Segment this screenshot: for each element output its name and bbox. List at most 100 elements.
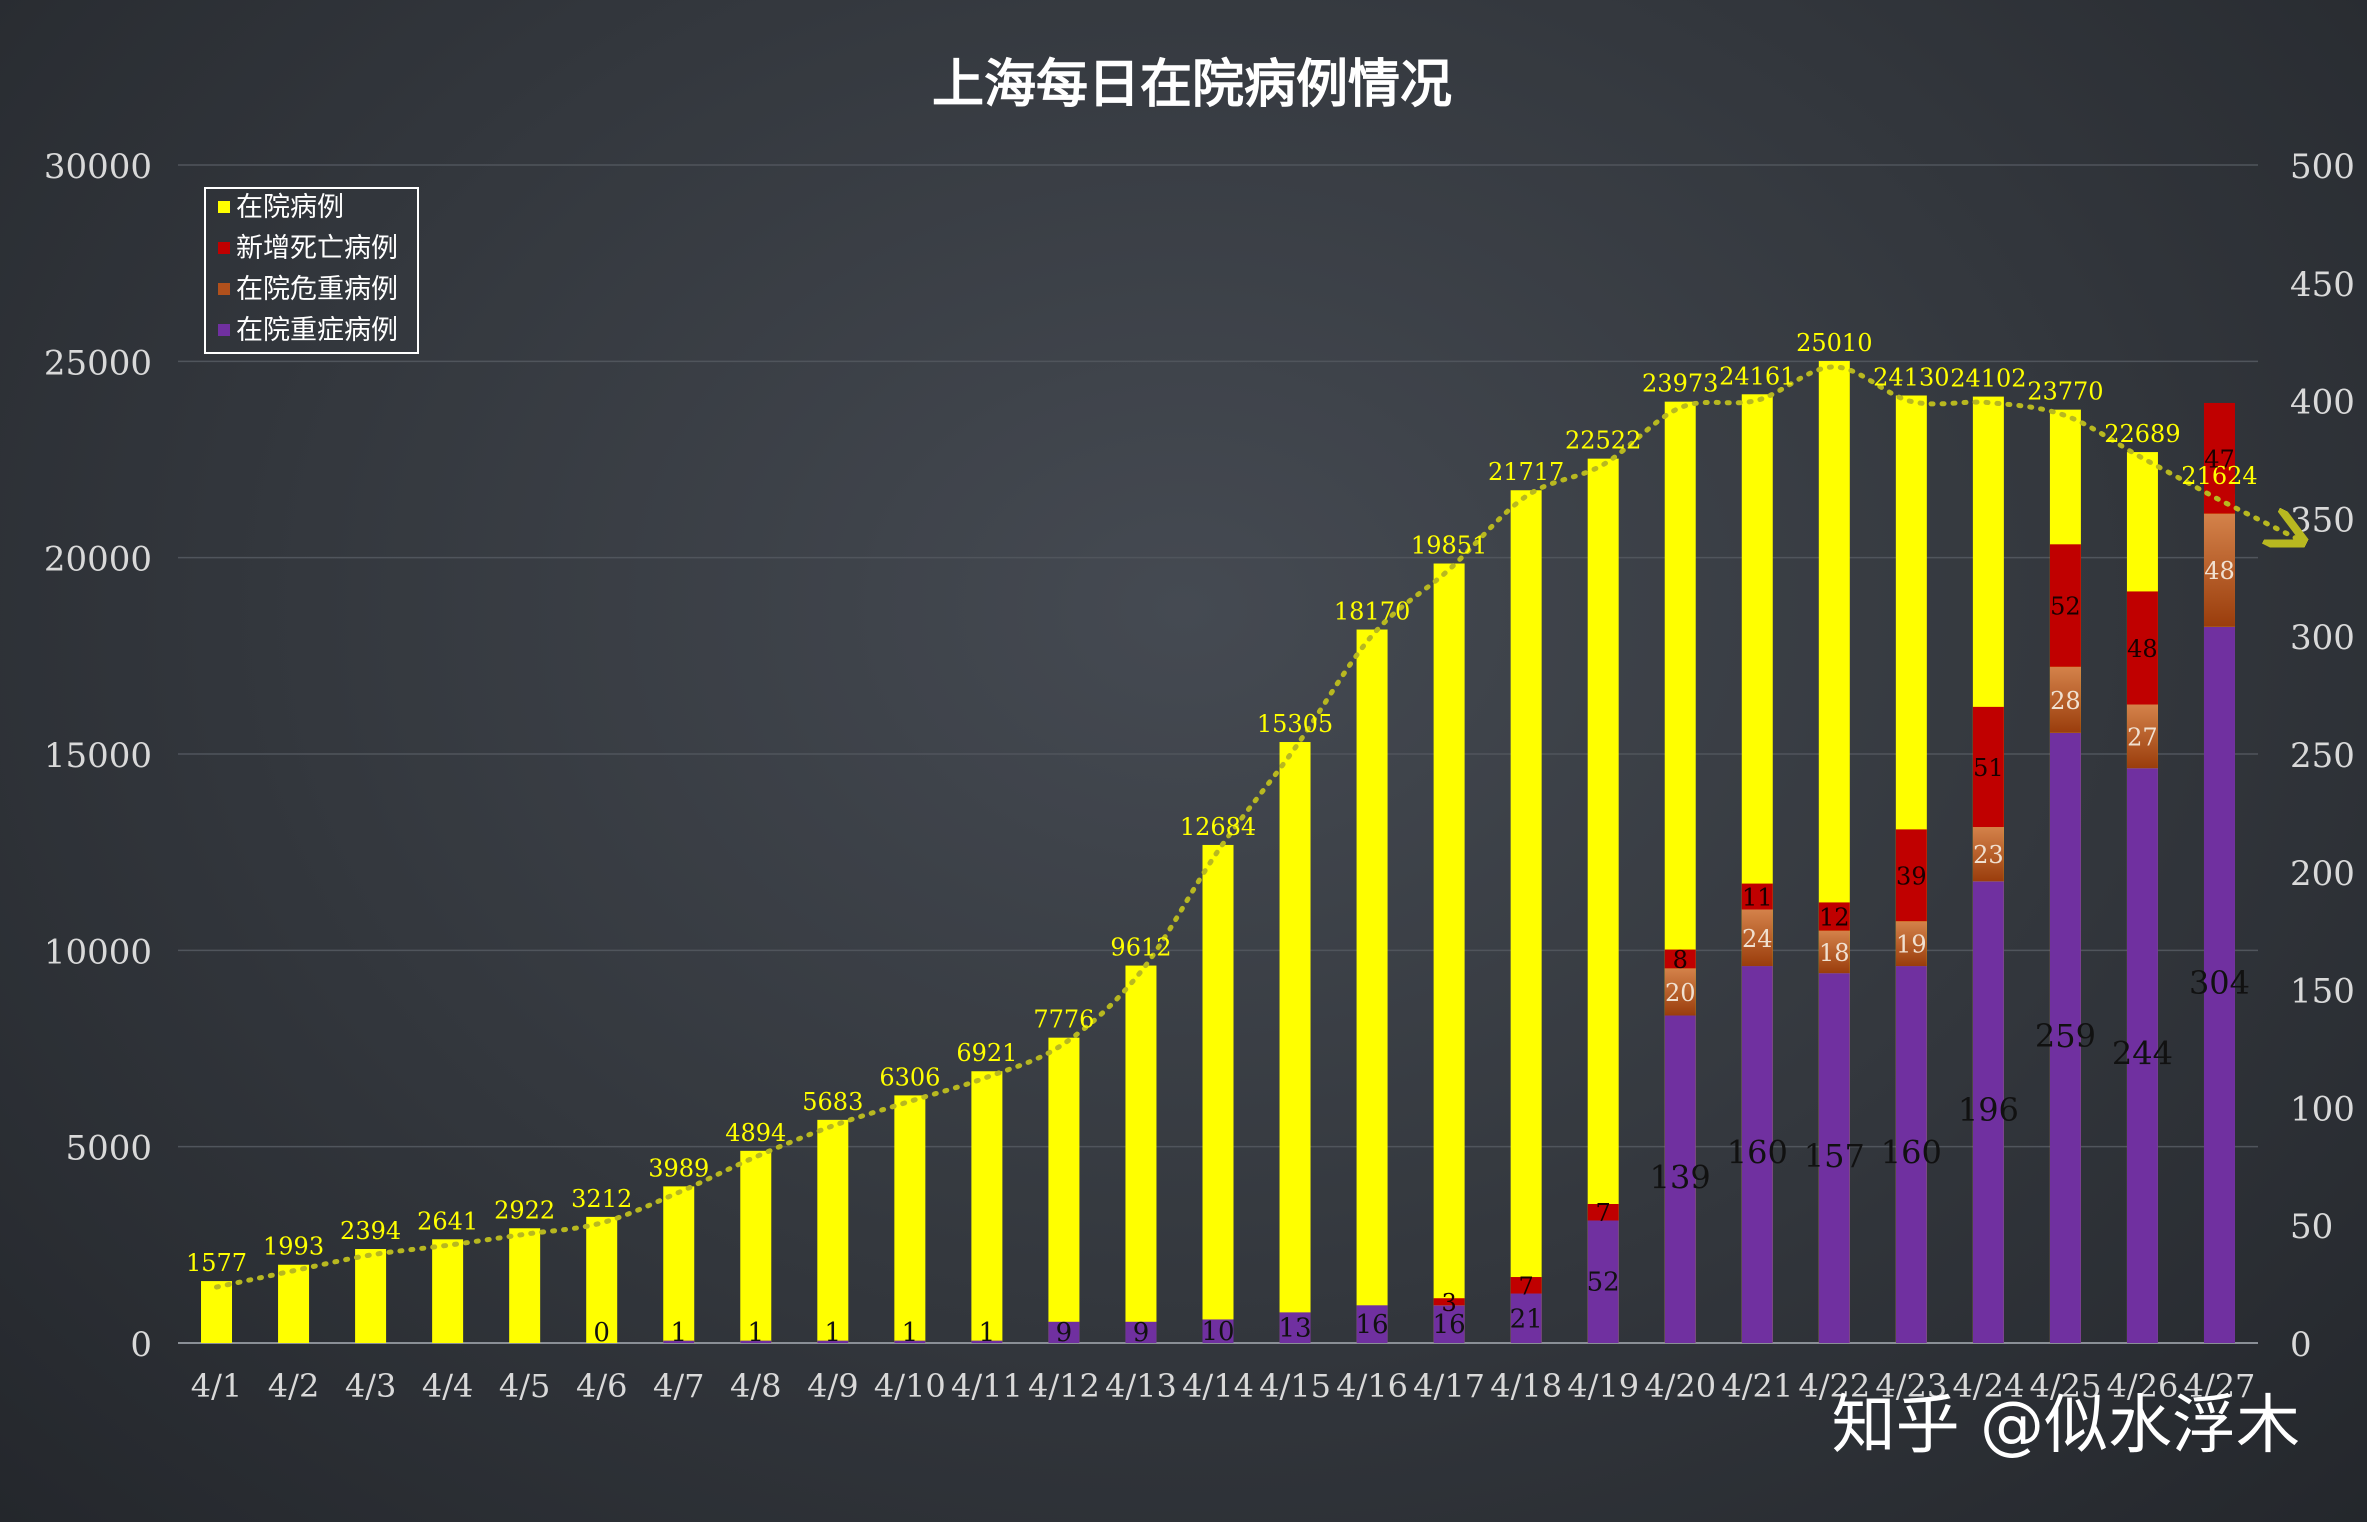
bar-severe	[1433, 1305, 1465, 1343]
bar-critical	[1818, 930, 1850, 974]
right-tick-label: 250	[2290, 736, 2355, 776]
legend-swatch	[218, 324, 230, 336]
label-deaths: 48	[2127, 635, 2158, 663]
label-hospitalized: 24161	[1719, 362, 1795, 390]
right-tick-label: 0	[2290, 1325, 2312, 1365]
label-severe: 0	[593, 1318, 610, 1348]
label-hospitalized: 3212	[571, 1185, 632, 1213]
bar-hospitalized	[971, 1071, 1003, 1343]
right-tick-label: 500	[2290, 147, 2355, 187]
label-severe: 196	[1958, 1091, 2019, 1129]
label-hospitalized: 19851	[1411, 532, 1487, 560]
label-hospitalized: 3989	[648, 1154, 709, 1182]
right-tick-label: 400	[2290, 383, 2355, 423]
bar-deaths	[1587, 1203, 1619, 1221]
label-hospitalized: 2922	[494, 1196, 555, 1224]
label-severe: 259	[2035, 1017, 2096, 1055]
label-critical: 23	[1973, 841, 2004, 869]
bar-hospitalized	[1433, 563, 1465, 1343]
label-hospitalized: 25010	[1796, 329, 1872, 357]
left-tick-label: 10000	[44, 932, 152, 972]
bar-hospitalized	[817, 1119, 849, 1343]
legend-swatch	[218, 283, 230, 295]
right-tick-label: 300	[2290, 618, 2355, 658]
label-deaths: 47	[2204, 445, 2235, 473]
label-hospitalized: 22689	[2104, 420, 2180, 448]
bar-severe	[1587, 1220, 1619, 1343]
right-axis-ticks: 0 50 100 150 200 250 300 350 400 450 500	[2290, 147, 2355, 1365]
legend-label: 新增死亡病例	[236, 233, 398, 264]
bar-critical	[1895, 921, 1927, 967]
bar-hospitalized	[586, 1216, 618, 1343]
label-critical: 24	[1742, 925, 1773, 953]
label-critical: 20	[1665, 979, 1696, 1007]
bar-severe	[2203, 626, 2235, 1343]
x-tick-label: 4/24	[1952, 1367, 2024, 1405]
label-hospitalized: 4894	[725, 1119, 786, 1147]
bar-critical	[1664, 968, 1696, 1016]
bar-hospitalized	[1048, 1037, 1080, 1343]
label-hospitalized: 15305	[1257, 710, 1333, 738]
bar-hospitalized	[1510, 490, 1542, 1343]
bar-critical	[1741, 909, 1773, 967]
label-severe: 9	[1056, 1318, 1073, 1348]
right-tick-label: 50	[2290, 1207, 2333, 1247]
label-deaths: 8	[1673, 946, 1688, 974]
right-tick-label: 150	[2290, 972, 2355, 1012]
bar-deaths	[1895, 829, 1927, 922]
legend-box	[204, 187, 419, 354]
bar-severe	[1972, 881, 2004, 1343]
label-hospitalized: 6306	[879, 1063, 940, 1091]
x-tick-label: 4/21	[1721, 1367, 1793, 1405]
x-tick-label: 4/5	[499, 1367, 551, 1405]
x-tick-label: 4/27	[2184, 1367, 2256, 1405]
x-tick-label: 4/11	[951, 1367, 1023, 1405]
x-tick-label: 4/17	[1413, 1367, 1485, 1405]
bar-hospitalized	[1587, 458, 1619, 1344]
label-severe: 160	[1727, 1134, 1788, 1172]
x-tick-label: 4/3	[345, 1367, 397, 1405]
bar-hospitalized	[663, 1186, 695, 1343]
bar-severe	[1356, 1305, 1388, 1343]
label-hospitalized: 5683	[802, 1088, 863, 1116]
left-tick-label: 15000	[44, 736, 152, 776]
legend-label: 在院危重病例	[236, 274, 398, 305]
label-hospitalized: 1993	[263, 1233, 324, 1261]
bar-severe	[894, 1340, 926, 1343]
label-hospitalized: 1577	[186, 1249, 247, 1277]
label-hospitalized: 7776	[1033, 1006, 1094, 1034]
bar-severe	[1510, 1293, 1542, 1343]
label-hospitalized: 2641	[417, 1207, 478, 1235]
label-severe: 1	[979, 1318, 996, 1348]
label-severe: 16	[1356, 1310, 1389, 1340]
bar-severe	[1895, 966, 1927, 1343]
watermark-text: 知乎 @似水浮木	[1832, 1389, 2300, 1463]
label-severe: 1	[670, 1318, 687, 1348]
legend-swatch	[218, 201, 230, 213]
x-tick-label: 4/1	[191, 1367, 243, 1405]
bar-critical	[2049, 666, 2081, 733]
label-hospitalized: 23770	[2027, 378, 2103, 406]
x-tick-label: 4/19	[1567, 1367, 1639, 1405]
label-severe: 1	[902, 1318, 919, 1348]
label-severe: 10	[1201, 1317, 1234, 1347]
left-tick-label: 20000	[44, 540, 152, 580]
label-hospitalized: 12684	[1180, 813, 1256, 841]
label-deaths: 52	[2050, 593, 2081, 621]
legend-label: 在院病例	[236, 192, 344, 223]
x-tick-label: 4/18	[1490, 1367, 1562, 1405]
bar-severe	[1664, 1015, 1696, 1343]
bars	[201, 360, 2235, 1344]
bar-severe	[1202, 1319, 1234, 1343]
label-severe: 13	[1278, 1314, 1311, 1344]
right-tick-label: 450	[2290, 265, 2355, 305]
label-severe: 304	[2189, 964, 2250, 1002]
bar-severe	[817, 1340, 849, 1343]
bar-critical	[1972, 827, 2004, 882]
right-tick-label: 200	[2290, 854, 2355, 894]
trendline-path	[214, 364, 2300, 1290]
x-tick-label: 4/20	[1644, 1367, 1716, 1405]
bar-severe	[1818, 973, 1850, 1343]
bar-deaths	[2126, 591, 2158, 705]
